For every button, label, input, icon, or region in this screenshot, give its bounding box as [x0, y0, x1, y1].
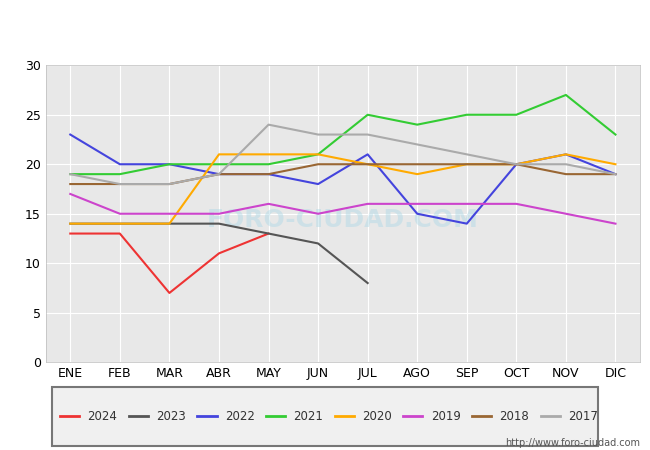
Text: 2019: 2019: [431, 410, 461, 423]
Text: 2018: 2018: [499, 410, 529, 423]
Text: 2021: 2021: [293, 410, 323, 423]
Text: 2023: 2023: [156, 410, 186, 423]
Text: 2020: 2020: [362, 410, 392, 423]
Text: Afiliados en Benquerencia a 31/5/2024: Afiliados en Benquerencia a 31/5/2024: [164, 8, 486, 26]
Text: 2024: 2024: [88, 410, 118, 423]
FancyBboxPatch shape: [52, 387, 598, 446]
Text: http://www.foro-ciudad.com: http://www.foro-ciudad.com: [505, 438, 640, 448]
Text: 2022: 2022: [225, 410, 255, 423]
Text: 2017: 2017: [568, 410, 598, 423]
Text: FORO-CIUDAD.COM: FORO-CIUDAD.COM: [207, 208, 479, 232]
